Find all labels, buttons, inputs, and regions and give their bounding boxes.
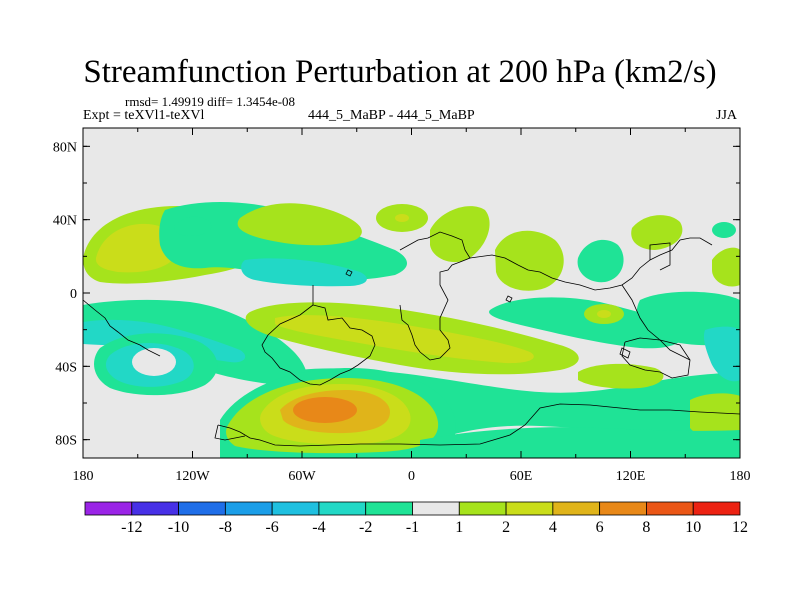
colorbar-box: [646, 501, 694, 516]
lon-tick-label: 120E: [616, 469, 646, 484]
colorbar-box: [505, 501, 554, 516]
colorbar-box: [178, 501, 226, 516]
colorbar-label: 8: [642, 519, 650, 536]
coastline-misc-2: [345, 269, 353, 277]
colorbar-label: 4: [549, 519, 557, 536]
contour-so-pos-max: [293, 397, 357, 423]
lon-tick-label: 180: [730, 469, 751, 484]
colorbar-label: -10: [168, 519, 189, 536]
contour-nh-neg-2: [241, 258, 367, 287]
colorbar-label: 12: [732, 519, 748, 536]
longitude-axis: 180 120W 60W 0 60E 120E 180: [73, 128, 751, 484]
contour-so-east: [420, 427, 740, 458]
colorbar-box: [412, 501, 460, 516]
case-label: 444_5_MaBP - 444_5_MaBP: [308, 108, 475, 123]
contour-nh-europe-neg: [174, 216, 212, 236]
contour-nh-mid-pos: [237, 203, 362, 246]
coastline-antarctic-peninsula: [214, 424, 246, 441]
coastline-eurasia: [469, 237, 713, 291]
colorbar-label: -8: [219, 519, 232, 536]
contour-aus-pos: [578, 363, 664, 389]
contour-nh-east-small: [712, 222, 736, 238]
coastline-asia-east: [649, 242, 671, 271]
contour-nh-pacific-2: [95, 223, 178, 273]
coastline-north-america: [83, 299, 161, 357]
lat-tick-label: 80S: [55, 434, 77, 449]
contour-far-sh-east-pos: [690, 393, 740, 442]
contour-nh-atl-pos-core: [395, 214, 409, 222]
colorbar-label: 6: [596, 519, 604, 536]
coastline-misc-1: [505, 295, 513, 303]
contour-field: [83, 128, 740, 458]
coastline-misc-3: [619, 347, 631, 359]
colorbar-box: [599, 501, 647, 516]
colorbar-label: -4: [312, 519, 325, 536]
coastline-south-america: [261, 285, 376, 386]
lon-tick-label: 60W: [288, 469, 316, 484]
colorbar-box: [692, 501, 741, 516]
colorbar-box: [458, 501, 507, 516]
coastlines: [83, 231, 740, 447]
contour-sh-subtrop-pos-2: [275, 315, 534, 364]
colorbar-box: [271, 501, 320, 516]
lon-tick-label: 0: [408, 469, 415, 484]
colorbar-label: -2: [359, 519, 372, 536]
coastline-africa: [399, 231, 471, 361]
colorbar-label: 1: [455, 519, 463, 536]
colorbar-label: 10: [685, 519, 701, 536]
colorbar-box: [318, 501, 367, 516]
lon-tick-label: 180: [73, 469, 94, 484]
colorbar-box: [552, 501, 601, 516]
contour-swpac-center: [132, 348, 176, 376]
colorbar-label: -12: [121, 519, 142, 536]
plot-title: Streamfunction Perturbation at 200 hPa (…: [83, 54, 717, 90]
colorbar-label: 2: [502, 519, 510, 536]
contour-nh-asia-neg: [577, 239, 624, 283]
contour-east-neg-core: [703, 326, 740, 382]
lat-tick-label: 0: [70, 287, 77, 302]
lat-tick-label: 40S: [55, 360, 77, 375]
colorbar-label: -6: [265, 519, 278, 536]
coastline-australia: [621, 337, 691, 379]
stats-text: rmsd= 1.49919 diff= 1.3454e-08: [125, 94, 296, 109]
colorbar-label: -1: [406, 519, 419, 536]
lat-tick-label: 80N: [53, 140, 77, 155]
coastline-antarctica: [217, 403, 740, 447]
lon-tick-label: 60E: [510, 469, 533, 484]
contour-nh-asia-pos: [495, 230, 564, 291]
colorbar-box: [365, 501, 413, 516]
lat-tick-label: 40N: [53, 214, 77, 229]
season-label: JJA: [716, 108, 738, 123]
experiment-label: Expt = teXVl1-teXVl: [83, 108, 205, 123]
contour-nh-europe-pos: [430, 206, 490, 263]
latitude-axis: 80N 40N 0 40S 80S: [53, 140, 740, 449]
contour-nh-pacific-east-pos: [631, 215, 683, 250]
colorbar-box: [84, 501, 133, 516]
colorbar-box: [131, 501, 179, 516]
contour-indian-pos-core: [597, 310, 611, 318]
coastline-indonesia: [621, 284, 691, 361]
colorbar: -12 -10 -8 -6 -4 -2 -1 1 2 4 6 8 10 12: [84, 501, 748, 536]
lon-tick-label: 120W: [175, 469, 210, 484]
contour-sh-indian-neg: [489, 297, 683, 349]
colorbar-box: [224, 501, 273, 516]
contour-nh-far-east-pos: [712, 247, 740, 287]
